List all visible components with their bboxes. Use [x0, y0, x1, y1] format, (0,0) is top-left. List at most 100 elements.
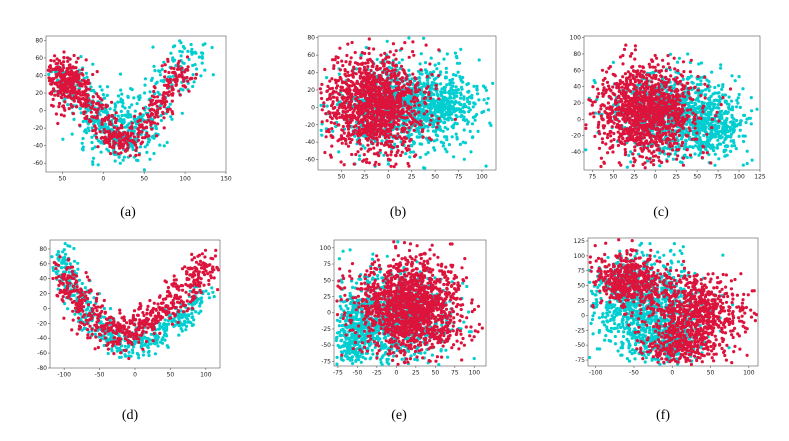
scatter-point-series-1	[320, 120, 324, 124]
scatter-point-series-0	[733, 144, 737, 148]
scatter-point-series-1	[346, 127, 351, 131]
scatter-point-series-0	[457, 101, 461, 105]
scatter-point-series-1	[350, 116, 354, 120]
scatter-point-series-1	[113, 150, 117, 154]
scatter-point-series-1	[380, 61, 384, 65]
scatter-point-series-1	[362, 110, 366, 114]
scatter-point-series-0	[85, 75, 89, 79]
scatter-point-series-0	[145, 150, 149, 154]
scatter-point-series-1	[128, 154, 132, 158]
scatter-point-series-0	[193, 50, 197, 54]
scatter-point-series-1	[63, 100, 67, 104]
scatter-point-series-0	[726, 110, 730, 114]
scatter-point-series-1	[374, 67, 379, 71]
scatter-point-series-1	[152, 121, 156, 125]
scatter-point-series-1	[54, 112, 58, 116]
scatter-point-series-1	[437, 117, 441, 121]
scatter-point-series-1	[340, 59, 344, 63]
scatter-point-series-0	[730, 144, 734, 148]
scatter-point-series-0	[450, 135, 454, 139]
scatter-point-series-1	[87, 87, 91, 91]
scatter-point-series-1	[155, 110, 159, 114]
scatter-point-series-0	[465, 122, 470, 126]
scatter-point-series-0	[407, 68, 411, 72]
scatter-point-series-1	[373, 128, 377, 132]
scatter-point-series-0	[145, 143, 149, 147]
scatter-point-series-1	[137, 153, 141, 157]
x-tick-label: 100	[476, 174, 488, 181]
scatter-point-series-0	[79, 55, 83, 59]
scatter-point-series-1	[346, 133, 350, 137]
scatter-point-series-1	[95, 92, 99, 96]
scatter-point-series-1	[46, 68, 50, 72]
scatter-point-series-1	[94, 131, 98, 135]
scatter-point-series-0	[407, 36, 411, 40]
scatter-point-series-1	[372, 98, 376, 102]
scatter-point-series-1	[168, 107, 172, 111]
scatter-point-series-1	[387, 145, 391, 149]
scatter-point-series-1	[349, 133, 353, 137]
scatter-point-series-0	[729, 132, 734, 136]
scatter-point-series-1	[361, 61, 365, 65]
scatter-point-series-1	[93, 124, 97, 128]
scatter-point-series-1	[347, 87, 351, 91]
scatter-point-series-1	[130, 121, 134, 125]
scatter-point-series-1	[373, 133, 377, 137]
scatter-point-series-1	[87, 98, 91, 102]
scatter-point-series-1	[50, 78, 54, 82]
scatter-point-series-1	[328, 153, 333, 157]
scatter-point-series-0	[325, 104, 329, 108]
scatter-point-series-1	[387, 61, 391, 65]
scatter-point-series-1	[391, 108, 395, 112]
scatter-point-series-1	[425, 109, 429, 113]
scatter-point-series-1	[383, 118, 387, 122]
scatter-point-series-1	[62, 66, 66, 70]
scatter-point-series-1	[126, 138, 131, 142]
scatter-point-series-1	[404, 136, 408, 140]
scatter-point-series-0	[439, 70, 443, 74]
scatter-point-series-1	[356, 81, 360, 85]
scatter-point-series-1	[356, 91, 360, 96]
scatter-point-series-0	[469, 150, 473, 154]
scatter-point-series-1	[84, 58, 88, 62]
scatter-point-series-1	[362, 127, 366, 131]
scatter-point-series-0	[706, 106, 710, 110]
scatter-point-series-0	[420, 72, 424, 76]
scatter-point-series-1	[62, 55, 66, 60]
scatter-point-series-0	[716, 91, 720, 95]
scatter-point-series-0	[724, 110, 728, 114]
scatter-point-series-0	[741, 163, 745, 167]
scatter-point-series-1	[70, 87, 74, 91]
scatter-point-series-1	[400, 137, 404, 141]
scatter-point-series-1	[337, 106, 341, 110]
scatter-point-series-1	[330, 86, 334, 90]
scatter-point-series-0	[456, 88, 460, 92]
scatter-point-series-1	[369, 86, 373, 90]
scatter-point-series-1	[181, 84, 185, 88]
scatter-point-series-0	[448, 83, 452, 87]
scatter-point-series-1	[386, 76, 390, 80]
scatter-point-series-0	[91, 88, 96, 92]
scatter-point-series-1	[95, 114, 99, 118]
scatter-point-series-1	[391, 42, 395, 46]
scatter-point-series-0	[152, 151, 156, 156]
scatter-point-series-0	[719, 66, 723, 70]
scatter-point-series-1	[115, 135, 119, 140]
scatter-point-series-1	[366, 58, 370, 62]
scatter-point-series-1	[374, 160, 378, 164]
scatter-point-series-1	[336, 79, 340, 83]
scatter-point-series-0	[439, 140, 443, 144]
scatter-point-series-1	[158, 106, 162, 110]
scatter-point-series-1	[404, 77, 408, 81]
scatter-point-series-0	[135, 102, 139, 106]
scatter-point-series-0	[96, 163, 100, 167]
scatter-point-series-0	[105, 85, 110, 89]
scatter-point-series-0	[694, 102, 698, 107]
scatter-point-series-0	[461, 75, 465, 80]
scatter-point-series-0	[694, 98, 698, 102]
scatter-point-series-0	[464, 105, 468, 109]
scatter-point-series-1	[343, 96, 347, 100]
scatter-point-series-1	[75, 105, 79, 109]
scatter-point-series-1	[391, 61, 395, 65]
